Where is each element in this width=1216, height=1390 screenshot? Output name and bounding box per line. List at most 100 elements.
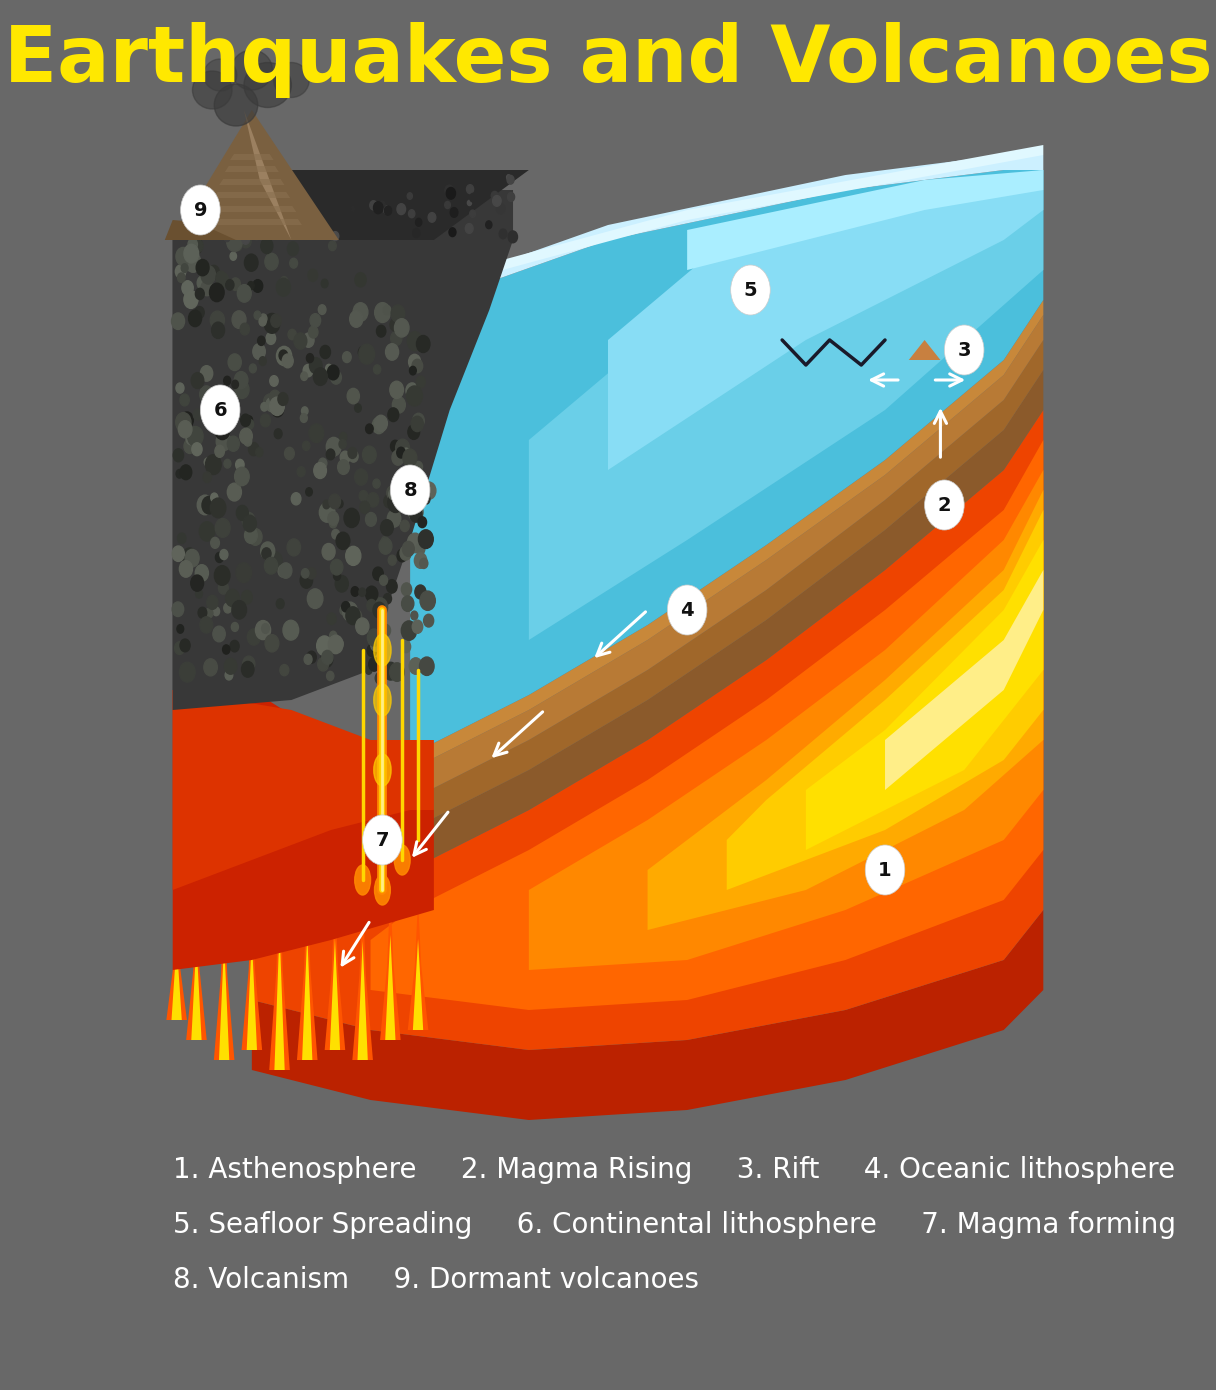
Circle shape [278, 350, 288, 361]
Polygon shape [208, 206, 297, 213]
Circle shape [294, 229, 300, 238]
Ellipse shape [203, 58, 237, 90]
Circle shape [418, 517, 427, 528]
Circle shape [410, 367, 416, 375]
Circle shape [235, 381, 249, 399]
Circle shape [224, 235, 230, 242]
Circle shape [389, 663, 405, 681]
Circle shape [411, 612, 418, 620]
Circle shape [188, 238, 202, 254]
Circle shape [407, 193, 412, 199]
Circle shape [422, 482, 435, 499]
Circle shape [467, 185, 473, 193]
Circle shape [215, 421, 230, 439]
Circle shape [303, 334, 314, 348]
Circle shape [385, 343, 399, 360]
Circle shape [328, 635, 343, 653]
Circle shape [261, 403, 268, 411]
Circle shape [416, 543, 424, 555]
Circle shape [224, 377, 231, 385]
Circle shape [332, 232, 339, 240]
Circle shape [305, 488, 313, 496]
Polygon shape [275, 930, 285, 1070]
Circle shape [236, 563, 252, 582]
Circle shape [362, 446, 376, 463]
Circle shape [375, 303, 390, 322]
Circle shape [199, 521, 215, 541]
Circle shape [247, 229, 252, 236]
Polygon shape [413, 940, 423, 1030]
Circle shape [308, 569, 315, 578]
Circle shape [344, 509, 359, 528]
Polygon shape [252, 910, 1043, 1120]
Circle shape [216, 432, 231, 450]
Circle shape [196, 260, 209, 275]
Polygon shape [171, 942, 181, 1020]
Circle shape [208, 265, 219, 279]
Polygon shape [173, 110, 339, 240]
Circle shape [226, 232, 242, 252]
Circle shape [406, 382, 418, 399]
Circle shape [181, 185, 220, 235]
Polygon shape [410, 170, 1043, 755]
Circle shape [360, 502, 370, 513]
Circle shape [384, 495, 394, 507]
Circle shape [367, 645, 377, 656]
Circle shape [229, 354, 241, 371]
Circle shape [212, 322, 225, 338]
Circle shape [336, 532, 350, 549]
Circle shape [214, 566, 230, 585]
Circle shape [507, 175, 514, 183]
Circle shape [388, 493, 404, 513]
Circle shape [185, 549, 199, 567]
Polygon shape [225, 165, 278, 172]
Circle shape [180, 639, 190, 652]
Circle shape [351, 587, 359, 596]
Circle shape [184, 291, 198, 309]
Circle shape [260, 414, 270, 427]
Circle shape [866, 845, 905, 895]
Circle shape [281, 277, 288, 286]
Circle shape [381, 624, 390, 637]
Circle shape [255, 448, 263, 457]
Circle shape [288, 329, 297, 339]
Circle shape [304, 655, 313, 664]
Circle shape [416, 377, 426, 388]
Polygon shape [353, 890, 373, 1061]
Circle shape [422, 493, 430, 505]
Circle shape [184, 439, 196, 453]
Polygon shape [410, 316, 1043, 801]
Circle shape [280, 664, 288, 676]
Polygon shape [173, 170, 529, 240]
Circle shape [302, 569, 309, 578]
Circle shape [402, 541, 415, 556]
Circle shape [355, 468, 367, 485]
Circle shape [353, 303, 368, 321]
Circle shape [343, 352, 351, 363]
Polygon shape [410, 341, 1043, 830]
Circle shape [383, 306, 390, 314]
Circle shape [400, 546, 411, 560]
Circle shape [226, 279, 233, 291]
Polygon shape [806, 539, 1043, 851]
Circle shape [320, 503, 334, 523]
Polygon shape [727, 510, 1043, 890]
Circle shape [276, 346, 292, 366]
Polygon shape [358, 941, 367, 1061]
Circle shape [180, 662, 195, 682]
Circle shape [237, 382, 247, 395]
Circle shape [345, 546, 361, 566]
Circle shape [340, 452, 350, 463]
Text: 3: 3 [957, 341, 970, 360]
Circle shape [428, 213, 435, 222]
Circle shape [366, 424, 373, 434]
Circle shape [192, 443, 202, 456]
Circle shape [373, 602, 385, 619]
Circle shape [359, 491, 367, 502]
Circle shape [224, 459, 231, 468]
Text: 4: 4 [680, 600, 694, 620]
Circle shape [326, 364, 332, 373]
Circle shape [193, 239, 203, 252]
Circle shape [406, 386, 422, 406]
Polygon shape [186, 899, 207, 1040]
